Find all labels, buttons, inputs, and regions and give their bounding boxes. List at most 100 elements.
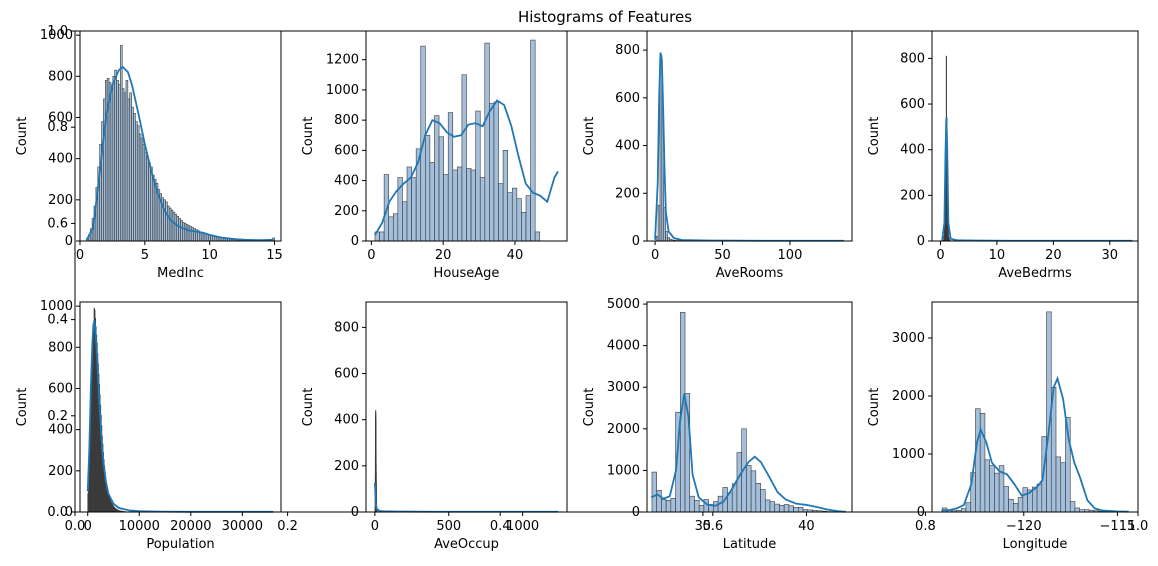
y-tick-label: 600	[48, 381, 73, 396]
x-axis-label: AveOccup	[434, 537, 499, 552]
background-y-tick-label: 0.8	[47, 120, 68, 135]
histogram-bar	[521, 211, 527, 242]
plot-background	[932, 302, 1138, 512]
histogram-bar	[670, 497, 676, 513]
histogram-bar	[651, 471, 657, 513]
x-axis-label: HouseAge	[434, 266, 500, 281]
histogram-bar	[530, 39, 536, 242]
x-axis-label: MedInc	[157, 266, 204, 281]
y-tick-label: 3000	[892, 331, 925, 346]
background-x-tick-label: 1.0	[1128, 519, 1149, 534]
kde-line	[374, 99, 559, 236]
y-tick-label: 600	[334, 143, 359, 158]
y-tick-label: 200	[615, 186, 640, 201]
x-tick-label: 15	[266, 248, 283, 263]
plot-background	[366, 302, 567, 512]
histogram-bar	[498, 183, 504, 242]
background-y-tick-label: 0.6	[47, 216, 68, 231]
histogram-bar	[694, 500, 700, 513]
histogram-bar	[534, 231, 541, 242]
axes-frame	[365, 30, 568, 242]
plot-background	[80, 302, 281, 512]
x-tick-label: 30000	[222, 519, 263, 534]
background-y-tick-label: 1.0	[47, 24, 68, 39]
histogram-bar	[1055, 456, 1062, 513]
x-tick-label: 10	[989, 248, 1006, 263]
y-tick-label: 800	[48, 340, 73, 355]
y-tick-label: 1000	[40, 299, 73, 314]
background-x-tick-label: 0.4	[490, 519, 511, 534]
histogram-bar	[965, 502, 972, 513]
y-tick-label: 800	[615, 43, 640, 58]
histogram-bar	[1036, 483, 1043, 513]
histogram-bar	[779, 505, 785, 513]
histogram-bar	[479, 177, 486, 242]
histogram-bar	[457, 166, 463, 242]
histogram-bar	[466, 168, 472, 242]
histogram-bar	[411, 177, 417, 242]
y-tick-label: 600	[900, 97, 925, 112]
x-axis-label: Latitude	[723, 537, 777, 552]
y-tick-label: 0	[65, 505, 73, 520]
y-tick-label: 400	[900, 143, 925, 158]
y-tick-label: 400	[334, 174, 359, 189]
x-tick-label: 20	[435, 248, 452, 263]
histogram-bar	[525, 195, 531, 242]
y-axis-label: Count	[582, 117, 597, 156]
x-tick-label: 30	[1102, 248, 1119, 263]
x-tick-label: 40	[798, 519, 815, 534]
y-tick-label: 800	[334, 320, 359, 335]
background-x-tick-label: 0.2	[277, 519, 298, 534]
histogram-bar	[392, 213, 399, 242]
histogram-bar	[1074, 507, 1081, 513]
axes-frame	[646, 301, 853, 513]
background-axis: 0.0 0.2 0.4 0.6 0.8 1.0 0.0 0.2 0.4 0.6 0.8 1.0	[47, 24, 1148, 534]
plot-background	[647, 31, 852, 241]
subplot-aveoccup: 0 500 1000 0 200 400 600 800 AveOccup Count	[301, 301, 568, 552]
y-tick-label: 0	[917, 505, 925, 520]
y-tick-label: 200	[900, 188, 925, 203]
histogram-bar	[379, 231, 385, 242]
axes-frame	[79, 301, 282, 513]
x-tick-label: 10000	[119, 519, 160, 534]
x-tick-label: −120	[1006, 519, 1042, 534]
x-tick-label: 1000	[506, 519, 539, 534]
y-tick-label: 600	[334, 367, 359, 382]
subplot-latitude: 35 40 0 1000 2000 3000 4000 5000 Latitude Count	[582, 297, 853, 552]
histogram-bar	[470, 169, 476, 242]
y-tick-label: 0	[351, 505, 359, 520]
kde-line	[654, 52, 844, 242]
histogram-bar	[798, 507, 804, 513]
x-tick-label: 35	[695, 519, 712, 534]
y-tick-label: 400	[48, 423, 73, 438]
histogram-bar	[665, 500, 672, 513]
y-axis-label: Count	[582, 388, 597, 427]
subplot-longitude: −120 −115 0 1000 2000 3000 Longitude Count	[867, 301, 1139, 552]
histogram-bar	[783, 504, 790, 513]
y-tick-label: 0	[65, 234, 73, 249]
y-tick-label: 200	[334, 459, 359, 474]
histogram-bar	[507, 192, 513, 242]
histogram-bar	[989, 465, 995, 513]
background-y-tick-label: 0.2	[47, 409, 68, 424]
y-tick-label: 600	[48, 110, 73, 125]
y-tick-label: 5000	[607, 297, 640, 312]
subplot-avebedrms: 0 10 20 30 0 200 400 600 800 AveBedrms Count	[867, 30, 1139, 281]
histogram-bar	[434, 115, 440, 242]
x-tick-label: 0	[367, 248, 375, 263]
x-tick-label: 100	[778, 248, 803, 263]
histogram-bar	[511, 187, 518, 242]
x-tick-label: 20000	[170, 519, 211, 534]
kde-line	[941, 375, 1129, 513]
histogram-bar	[1008, 498, 1014, 513]
x-tick-label: 0	[936, 248, 944, 263]
y-tick-label: 3000	[607, 380, 640, 395]
x-axis-label: AveRooms	[716, 266, 784, 281]
histogram-bar	[746, 465, 752, 513]
histogram-bar	[388, 216, 394, 242]
histogram-bar	[764, 499, 771, 513]
histogram-bar	[461, 74, 467, 242]
histogram-bar	[755, 483, 761, 513]
